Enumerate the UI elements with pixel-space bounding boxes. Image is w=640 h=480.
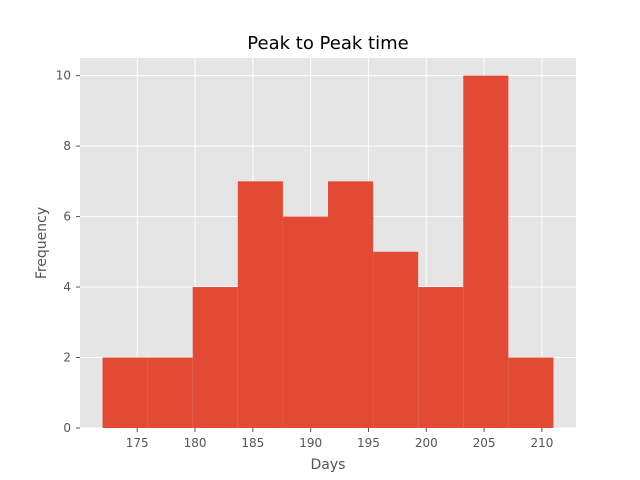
chart-title: Peak to Peak time [247,33,408,54]
histogram-bar [147,357,193,428]
y-tick-label: 4 [63,280,71,294]
histogram-bar [328,181,374,428]
y-axis-ticks: 0 2 4 6 8 10 [56,69,80,435]
y-tick-label: 2 [63,351,71,365]
x-tick-label: 210 [530,436,553,450]
x-tick-label: 175 [126,436,149,450]
y-tick-label: 0 [63,421,71,435]
y-tick-label: 10 [56,69,71,83]
histogram-bar [237,181,283,428]
x-tick-label: 190 [299,436,322,450]
x-axis-label: Days [311,457,346,473]
histogram-bar [373,251,419,428]
histogram-bar [282,216,328,428]
histogram-bar [102,357,148,428]
x-tick-label: 195 [357,436,380,450]
x-tick-label: 180 [184,436,207,450]
histogram-bar [418,287,464,428]
x-axis-ticks: 175 180 185 190 195 200 205 210 [126,428,553,450]
histogram-bar [192,287,238,428]
y-tick-label: 6 [63,210,71,224]
histogram-bars [102,75,554,428]
y-axis-label: Frequency [34,207,50,279]
x-tick-label: 185 [241,436,264,450]
histogram-bar [508,357,554,428]
histogram-bar [463,75,509,428]
x-tick-label: 200 [415,436,438,450]
x-tick-label: 205 [473,436,496,450]
y-tick-label: 8 [63,139,71,153]
